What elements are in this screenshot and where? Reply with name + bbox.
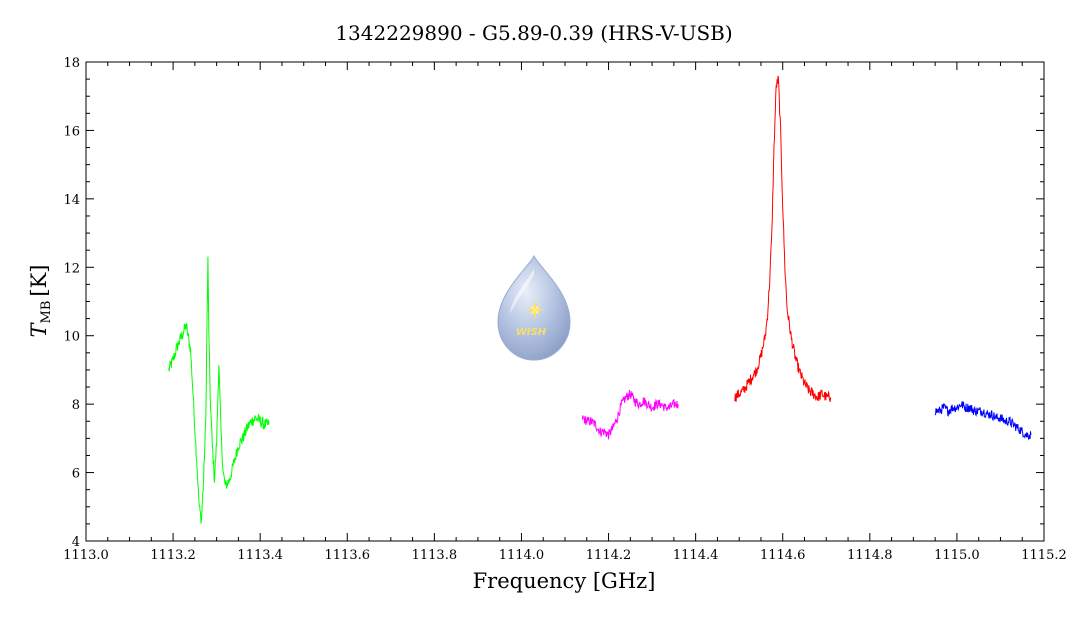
y-tick-label: 18 — [63, 56, 80, 71]
series-line-2 — [581, 389, 679, 440]
x-tick-label: 1114.6 — [760, 548, 806, 563]
x-tick-label: 1114.2 — [586, 548, 632, 563]
x-tick-label: 1115.0 — [934, 548, 980, 563]
y-tick-label: 10 — [63, 330, 80, 345]
x-tick-label: 1113.4 — [237, 548, 283, 563]
y-tick-label: 12 — [63, 261, 80, 276]
x-axis-label: Frequency [GHz] — [473, 569, 656, 593]
plot-frame — [85, 61, 1045, 542]
x-tick-label: 1113.8 — [412, 548, 458, 563]
y-axis-subscript: MB — [39, 301, 54, 324]
y-axis-label: TMB [K] — [27, 265, 54, 338]
y-tick-label: 4 — [72, 535, 80, 550]
y-axis-symbol: T — [27, 321, 51, 337]
y-axis-unit: [K] — [27, 265, 51, 297]
series-layer — [168, 75, 1032, 524]
x-tick-label: 1114.4 — [673, 548, 719, 563]
chart-title: 1342229890 - G5.89-0.39 (HRS-V-USB) — [335, 21, 732, 45]
series-line-3 — [734, 75, 832, 402]
logo-text: WISH — [516, 327, 547, 338]
y-tick-label: 6 — [72, 467, 80, 482]
x-tick-label: 1113.2 — [150, 548, 196, 563]
y-tick-label: 16 — [63, 124, 80, 139]
x-tick-label: 1113.6 — [325, 548, 371, 563]
star-icon — [525, 300, 545, 320]
x-tick-label: 1113.0 — [63, 548, 109, 563]
y-tick-label: 8 — [72, 398, 80, 413]
series-line-4 — [934, 401, 1032, 441]
wish-logo: WISH — [497, 254, 571, 361]
y-tick-label: 14 — [63, 193, 80, 208]
series-line-1 — [168, 256, 270, 524]
x-tick-label: 1114.8 — [847, 548, 893, 563]
x-tick-label: 1115.2 — [1021, 548, 1067, 563]
x-tick-label: 1114.0 — [499, 548, 545, 563]
